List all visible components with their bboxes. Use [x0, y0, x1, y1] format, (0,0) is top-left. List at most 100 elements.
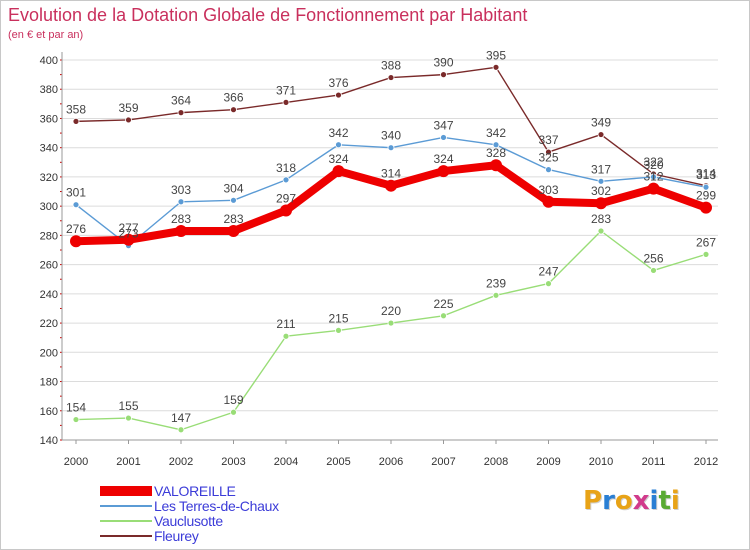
- logo-letter: i: [670, 486, 680, 516]
- data-point: [492, 291, 500, 299]
- data-label: 239: [486, 276, 506, 290]
- data-label: 337: [538, 133, 558, 147]
- data-label: 313: [696, 168, 716, 182]
- data-label: 376: [328, 76, 348, 90]
- data-point: [72, 117, 80, 125]
- data-label: 303: [538, 183, 558, 197]
- x-tick-label: 2008: [484, 456, 508, 468]
- data-point: [700, 201, 712, 214]
- data-label: 273: [118, 227, 138, 241]
- x-tick-label: 2012: [694, 456, 718, 468]
- y-tick-label: 360: [40, 113, 58, 125]
- data-label: 215: [328, 311, 348, 325]
- data-point: [175, 225, 187, 237]
- data-point: [125, 414, 132, 422]
- data-label: 358: [66, 102, 86, 116]
- data-point: [490, 159, 502, 172]
- logo-letter: r: [602, 486, 615, 516]
- data-point: [335, 91, 342, 99]
- data-point: [122, 233, 135, 246]
- data-point: [492, 63, 500, 71]
- data-label: 297: [276, 192, 296, 206]
- data-label: 276: [66, 222, 86, 236]
- proxiti-logo: Proxiti: [583, 486, 680, 516]
- y-tick-label: 280: [40, 230, 58, 242]
- data-label: 225: [433, 297, 453, 311]
- chart-title: Evolution de la Dotation Globale de Fonc…: [8, 5, 528, 25]
- y-tick-label: 160: [40, 406, 58, 418]
- data-label: 325: [538, 151, 558, 165]
- legend-swatch-valoreille: [100, 486, 152, 496]
- data-label: 283: [223, 212, 243, 226]
- y-tick-label: 180: [40, 377, 58, 389]
- data-point: [125, 116, 132, 124]
- legend-label: Vauclusotte: [154, 513, 223, 529]
- data-label: 317: [591, 162, 611, 176]
- logo-letter: x: [632, 486, 650, 516]
- data-label: 267: [696, 235, 716, 249]
- data-label: 388: [381, 59, 401, 73]
- data-point: [282, 176, 290, 184]
- data-point: [650, 173, 657, 181]
- x-tick-label: 2000: [64, 456, 88, 468]
- logo-letter: P: [583, 486, 603, 516]
- data-point: [387, 319, 395, 327]
- y-tick-label: 380: [40, 84, 58, 96]
- data-point: [335, 326, 342, 334]
- data-point: [335, 141, 342, 149]
- data-label: 340: [381, 129, 401, 143]
- data-label: 390: [433, 56, 453, 70]
- data-point: [702, 250, 710, 258]
- legend-label: Les Terres-de-Chaux: [154, 498, 279, 514]
- data-point: [440, 71, 447, 79]
- data-label: 283: [591, 212, 611, 226]
- plot-area: [62, 60, 718, 440]
- data-label: 283: [171, 212, 191, 226]
- data-point: [440, 312, 447, 320]
- legend-label: VALOREILLE: [154, 483, 236, 499]
- data-point: [597, 227, 605, 235]
- data-point: [280, 204, 292, 217]
- data-point: [177, 198, 185, 206]
- data-point: [542, 195, 555, 208]
- data-label: 366: [223, 91, 243, 105]
- data-label: 303: [171, 183, 191, 197]
- data-label: 155: [118, 399, 138, 413]
- data-label: 314: [381, 167, 401, 181]
- data-point: [387, 144, 395, 152]
- x-tick-label: 2011: [642, 456, 666, 468]
- x-tick-label: 2006: [379, 456, 403, 468]
- data-point: [545, 166, 552, 174]
- y-tick-label: 400: [40, 55, 58, 67]
- data-point: [492, 141, 500, 149]
- data-point: [387, 74, 395, 81]
- logo-letter: o: [614, 486, 633, 516]
- y-tick-label: 340: [40, 143, 58, 155]
- data-point: [545, 280, 552, 288]
- data-label: 342: [328, 126, 348, 140]
- data-point: [650, 267, 657, 274]
- data-label: 220: [381, 304, 401, 318]
- y-tick-label: 140: [40, 435, 58, 447]
- y-tick-label: 220: [40, 318, 58, 330]
- data-point: [597, 131, 605, 138]
- data-label: 347: [433, 118, 453, 132]
- data-label: 247: [538, 265, 558, 279]
- data-label: 312: [643, 170, 663, 184]
- legend-swatch-terres-de-chaux: [100, 505, 152, 507]
- data-label: 277: [118, 221, 138, 235]
- data-label: 318: [276, 161, 296, 175]
- chart-subtitle: (en € et par an): [8, 29, 84, 41]
- data-label: 364: [171, 94, 191, 108]
- data-label: 154: [66, 401, 86, 415]
- data-point: [385, 179, 397, 192]
- data-point: [545, 148, 552, 156]
- data-label: 302: [591, 184, 611, 198]
- x-tick-label: 2001: [116, 456, 140, 468]
- data-point: [177, 109, 185, 117]
- y-tick-label: 300: [40, 201, 58, 213]
- data-label: 371: [276, 83, 296, 97]
- data-label: 211: [276, 317, 295, 331]
- legend-swatch-fleurey: [100, 535, 152, 537]
